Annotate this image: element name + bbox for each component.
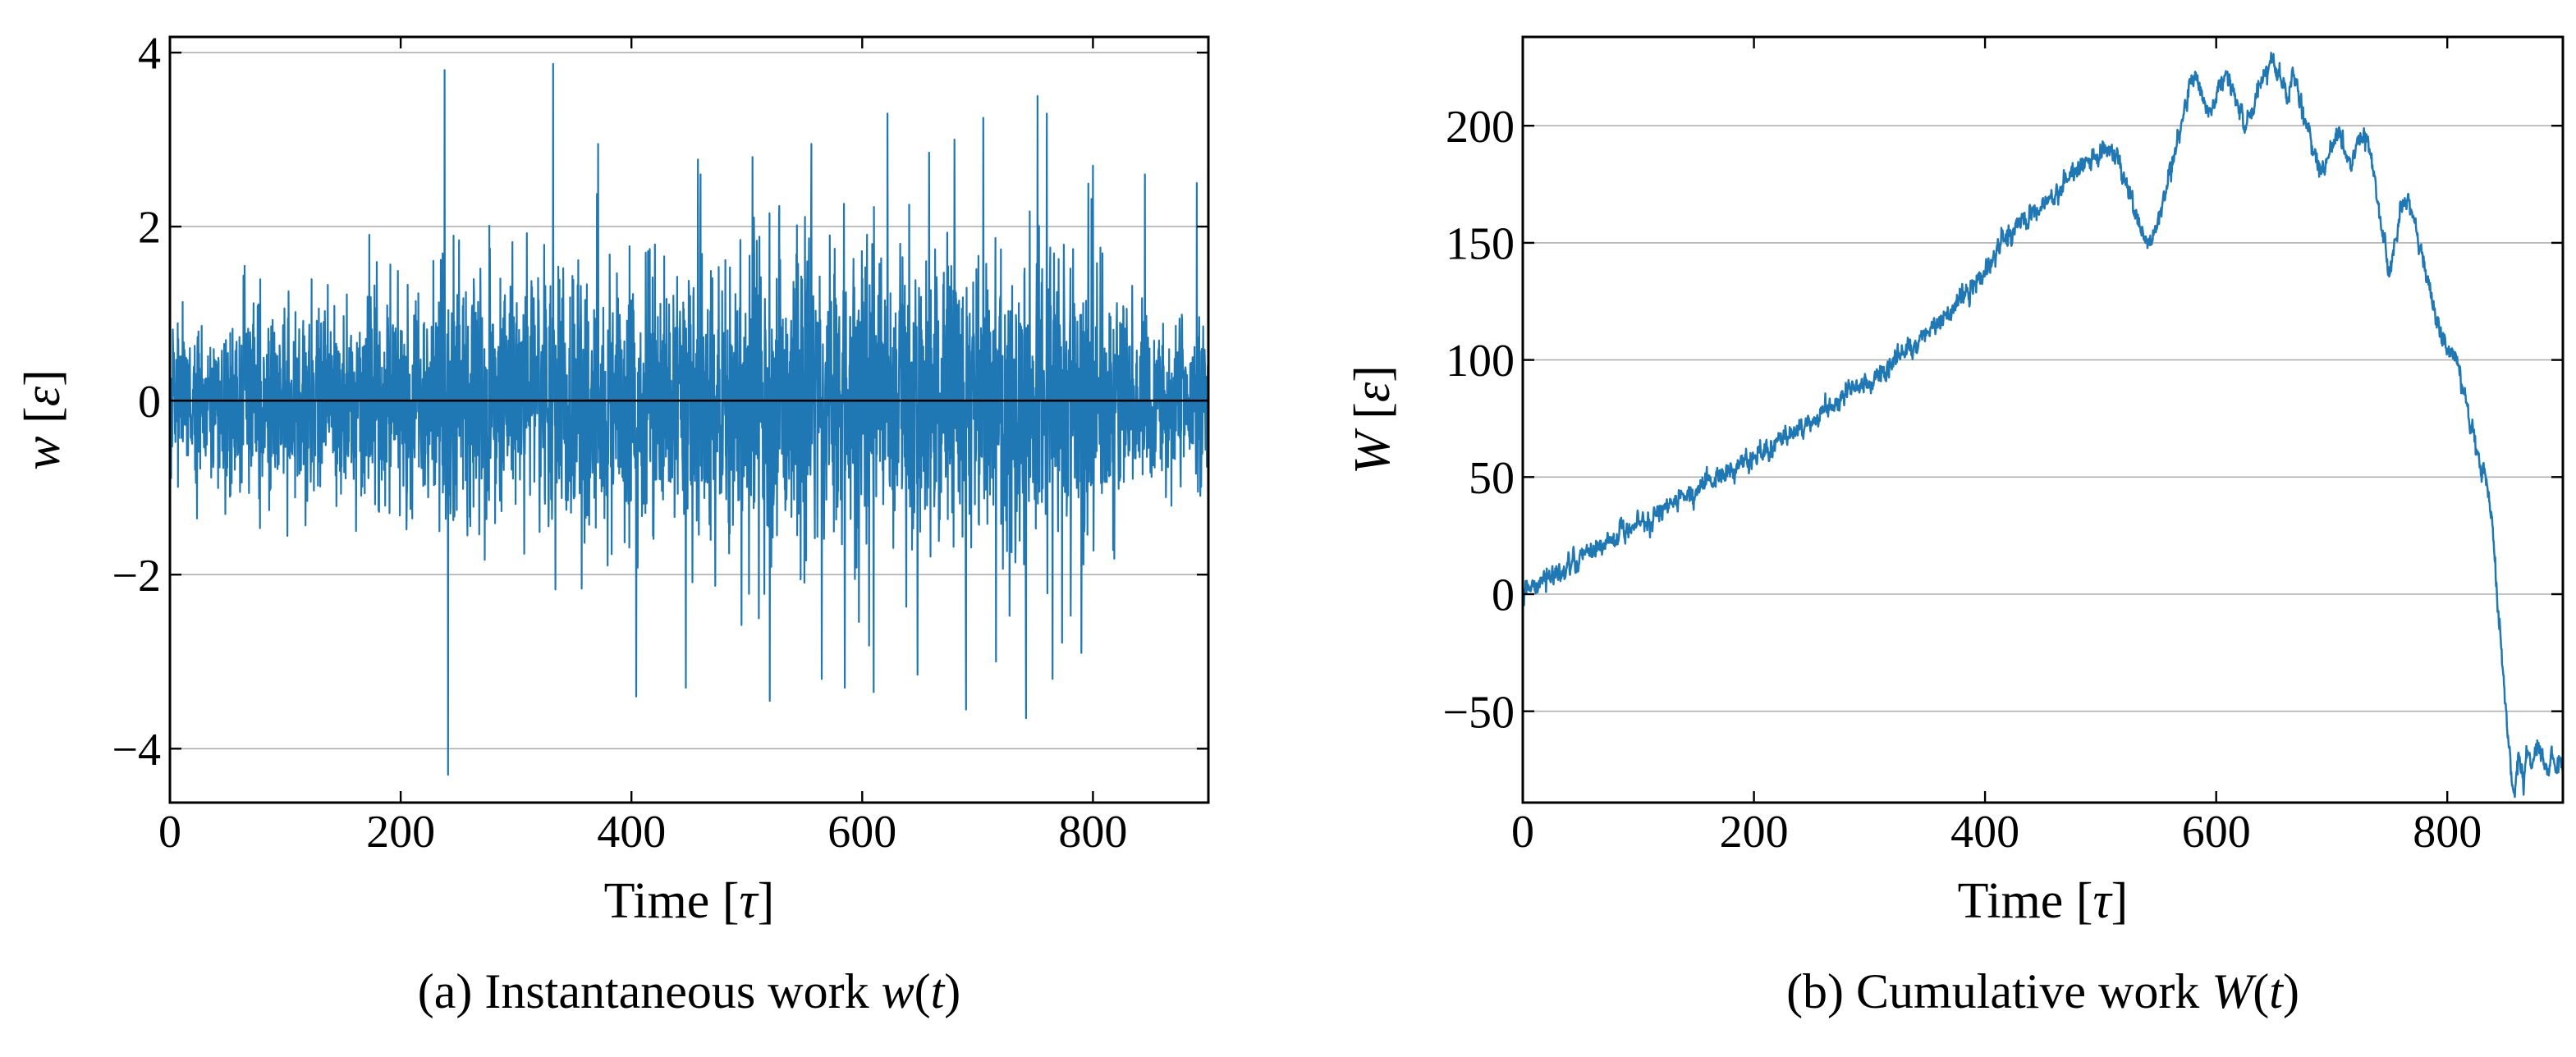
y-tick-label: 200 [1446, 102, 1515, 153]
x-tick-label: 600 [2182, 807, 2251, 858]
y-tick-label: 4 [138, 29, 161, 80]
x-axis-label: Time [τ] [1958, 873, 2129, 929]
x-tick-label: 400 [1950, 807, 2019, 858]
x-tick-label: 400 [597, 807, 666, 858]
y-tick-label: 0 [1492, 570, 1515, 621]
x-tick-label: 200 [1720, 807, 1789, 858]
x-tick-label: 600 [827, 807, 896, 858]
y-tick-label: 150 [1446, 219, 1515, 270]
x-tick-label: 200 [366, 807, 435, 858]
series-W(t)-line [1521, 52, 2565, 798]
panel-caption: (a) Instantaneous work w(t) [418, 964, 961, 1018]
x-tick-label: 800 [1058, 807, 1127, 858]
x-tick-label: 800 [2413, 807, 2482, 858]
y-tick-label: −4 [112, 725, 161, 776]
y-tick-label: 100 [1446, 336, 1515, 387]
y-axis-label: W [ε] [1345, 365, 1400, 474]
x-tick-label: 0 [1511, 807, 1534, 858]
y-axis-label: w [ε] [15, 369, 71, 470]
series-w(t)-line [168, 62, 1210, 776]
y-tick-label: 50 [1469, 453, 1515, 504]
x-tick-label: 0 [158, 807, 181, 858]
y-tick-label: −2 [112, 551, 161, 602]
y-tick-label: −50 [1442, 687, 1515, 738]
plot-frame [168, 35, 1210, 804]
y-tick-label: 0 [138, 377, 161, 428]
x-axis-label: Time [τ] [604, 873, 775, 929]
plot-frame [1521, 35, 2565, 804]
y-tick-label: 2 [138, 203, 161, 254]
panel-caption: (b) Cumulative work W(t) [1786, 964, 2299, 1018]
